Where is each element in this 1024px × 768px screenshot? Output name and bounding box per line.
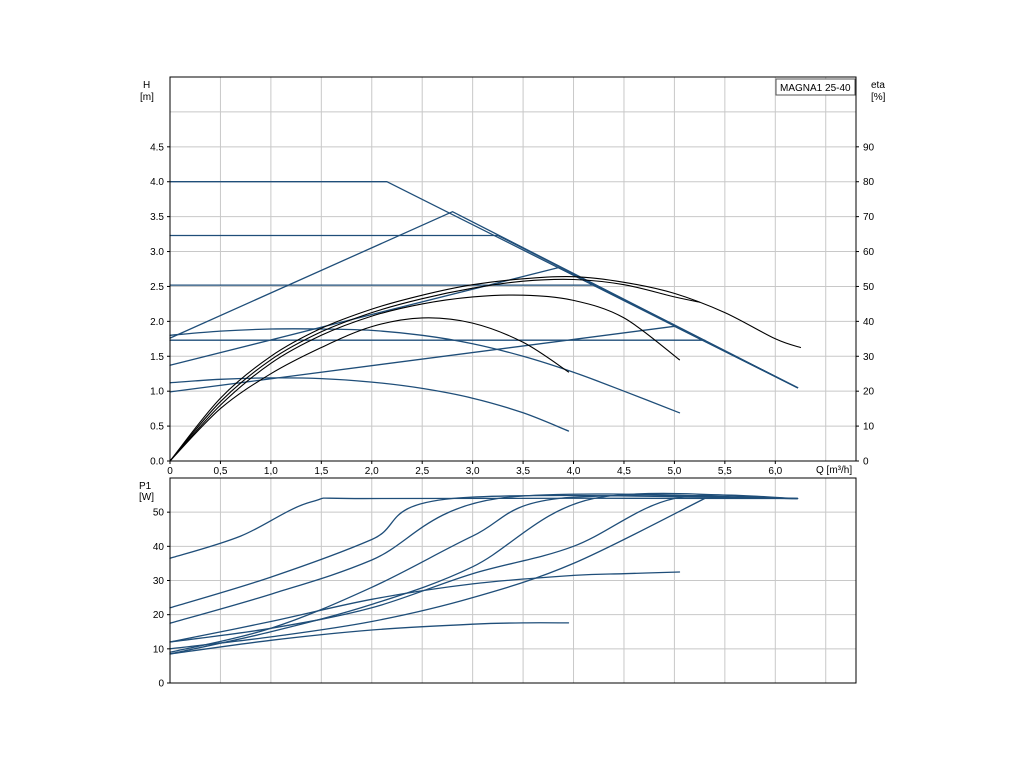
head-curve-3 [169,284,799,389]
eta-tick-label: 0 [863,457,869,468]
power-curve-7 [169,497,706,650]
x-tick-label: 2,5 [415,466,429,477]
power-curves [169,492,799,655]
chart-title-box [775,78,856,96]
eta-tick-label: 10 [863,422,875,433]
eta-tick-label: 60 [863,247,875,258]
head-curves [169,181,799,432]
x-tick-label: 5,5 [718,466,732,477]
eta-axis-label: eta [871,80,885,91]
power-y-tick-label: 50 [153,508,165,519]
power-axis-unit: [W] [139,492,154,503]
x-tick-label: 1,5 [314,466,328,477]
power-curve-8 [169,571,681,643]
y-tick-label: 1.0 [150,387,164,398]
x-tick-label: 0,5 [213,466,227,477]
eta-tick-label: 40 [863,317,875,328]
y-tick-label: 2.5 [150,282,164,293]
head-curve-8 [169,328,681,414]
x-tick-label: 0 [167,466,173,477]
power-y-tick-label: 10 [153,644,165,655]
head-curve-9 [169,377,570,432]
head-chart-frame [169,76,857,462]
y-tick-label: 0.5 [150,422,164,433]
eta-curve-3 [169,294,681,462]
eta-tick-label: 20 [863,387,875,398]
power-y-tick-label: 20 [153,610,165,621]
eta-tick-label: 70 [863,212,875,223]
power-y-tick-label: 30 [153,576,165,587]
x-tick-label: 5,0 [667,466,681,477]
head-curve-7 [169,325,799,393]
power-chart-frame [169,477,857,684]
x-tick-label: 4,5 [617,466,631,477]
eta-tick-label: 30 [863,352,875,363]
y-tick-label: 1.5 [150,352,164,363]
x-tick-label: 2,0 [365,466,379,477]
head-chart-grid [170,77,856,461]
power-curve-5 [169,492,799,655]
eta-tick-label: 80 [863,177,875,188]
power-y-tick-label: 0 [158,679,164,690]
eta-tick-label: 50 [863,282,875,293]
power-chart-y-ticks: 0 10 20 30 40 50 [153,508,170,690]
eta-curve-1 [169,276,802,462]
y-tick-label: 2.0 [150,317,164,328]
head-chart-x-ticks: 0 0,5 1,0 1,5 2,0 2,5 3,0 3,5 4,0 4,5 5,0 5,5 6,0 [167,461,783,477]
power-curve-1 [169,497,799,559]
eta-tick-label: 90 [863,142,875,153]
y-tick-label: 4.0 [150,177,164,188]
y-tick-label: 4.5 [150,142,164,153]
head-axis-label: H [143,80,150,91]
chart-title: MAGNA1 25-40 [780,83,851,94]
power-curve-6 [169,494,799,643]
y-tick-label: 0.0 [150,457,164,468]
head-curve-5 [169,211,799,389]
eta-curve-2 [169,278,701,462]
power-axis-label: P1 [139,481,152,492]
y-tick-label: 3.0 [150,247,164,258]
power-y-tick-label: 40 [153,542,165,553]
efficiency-curves [169,276,802,462]
x-tick-label: 1,0 [264,466,278,477]
x-tick-label: 6,0 [768,466,782,477]
x-tick-label: 3,0 [466,466,480,477]
power-chart-grid [170,478,856,683]
head-chart-y-ticks: 0.0 0.5 1.0 1.5 2.0 2.5 3.0 3.5 4.0 4.5 [150,142,170,468]
x-tick-label: 4,0 [567,466,581,477]
head-axis-unit: [m] [140,92,154,103]
head-chart-eta-ticks: 0 10 20 30 40 50 60 70 80 90 [856,142,875,468]
eta-axis-unit: [%] [871,92,886,103]
power-curve-9 [169,622,570,655]
y-tick-label: 3.5 [150,212,164,223]
eta-curve-4 [169,317,570,462]
power-curve-3 [169,493,799,624]
x-tick-label: 3,5 [516,466,530,477]
flow-axis-label: Q [m³/h] [816,465,852,476]
